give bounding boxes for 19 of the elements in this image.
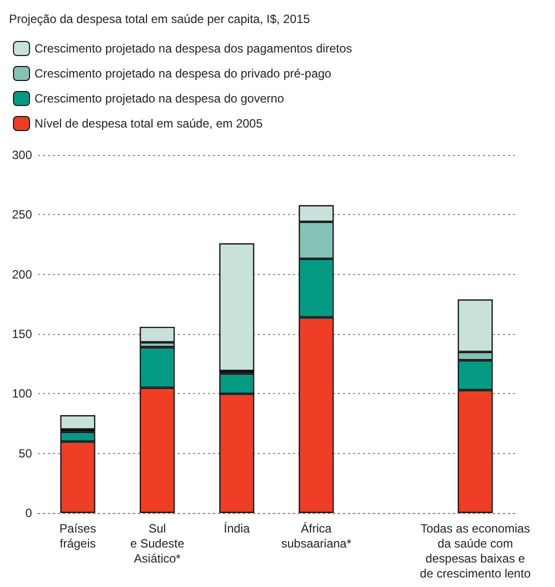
- x-tick-label: Sul e Sudeste Asiático*: [130, 522, 185, 566]
- legend-label: Nível de despesa total em saúde, em 2005: [34, 116, 263, 130]
- bar: [219, 243, 254, 371]
- y-tick-label: 300: [12, 148, 32, 162]
- bar: [60, 415, 96, 430]
- y-tick-label: 100: [12, 386, 32, 401]
- y-tick-label: 250: [12, 208, 32, 222]
- legend-label: Crescimento projetado na despesa dos pagamentos diretos: [34, 42, 352, 56]
- chart-title: Projeção da despesa total em saúde per capita, I$, 2015: [9, 12, 310, 26]
- x-tick-label: Índia: [224, 522, 250, 536]
- x-tick-label: Todas as economias da saúde com despesas baixas e de crescimento lento: [420, 522, 531, 580]
- x-tick-label: África subsaariana*: [281, 522, 352, 550]
- x-tick-label: Países frágeis: [59, 522, 96, 550]
- legend-label: Crescimento projetado na despesa do privado pré-pago: [34, 66, 332, 80]
- legend-label: Crescimento projetado na despesa do governo: [34, 92, 284, 106]
- y-tick-label: 0: [25, 506, 32, 520]
- y-tick-label: 150: [12, 327, 32, 341]
- y-tick-label: 50: [18, 446, 32, 460]
- y-tick-label: 200: [12, 267, 32, 282]
